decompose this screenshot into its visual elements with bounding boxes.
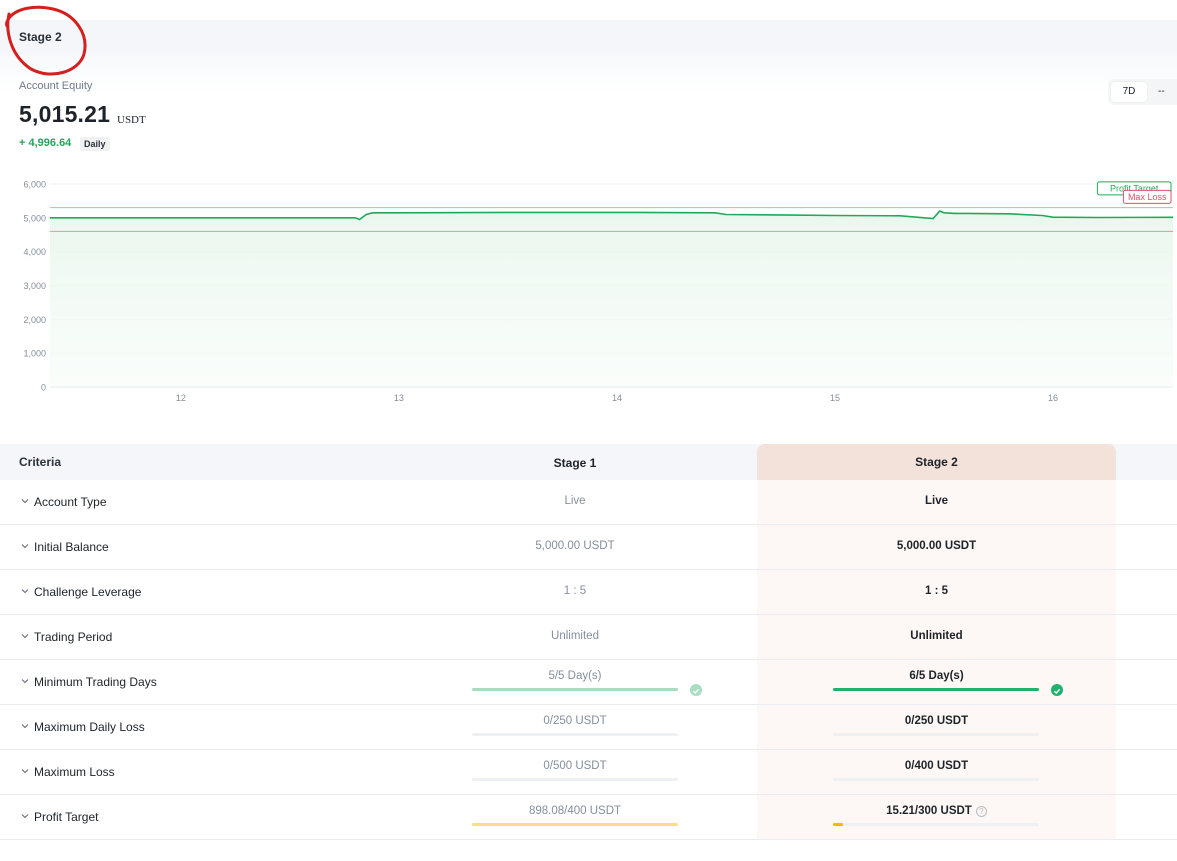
criteria-row[interactable]: Maximum Loss 0/500 USDT 0/400 USDT [0,750,1177,795]
stage-header-fade [0,54,1177,94]
check-icon [690,684,702,696]
criteria-label: Profit Target [34,810,99,824]
stage2-column-highlight [757,444,1116,839]
chevron-down-icon[interactable] [20,766,30,776]
y-tick-label: 0 [41,383,46,393]
stage2-value: 0/400 USDT [904,760,969,772]
stage1-value: 0/500 USDT [543,760,607,772]
stage2-value: 6/5 Day(s) [909,670,964,682]
stage1-progress-bar [472,823,678,826]
criteria-row[interactable]: Trading Period Unlimited Unlimited [0,615,1177,660]
stage1-header: Stage 1 [553,456,597,470]
max-loss-label-box [1122,189,1172,204]
stage2-progress-bar [833,688,1039,691]
criteria-row[interactable]: Account Type Live Live [0,480,1177,525]
chevron-down-icon[interactable] [20,586,30,596]
stage2-value: 5,000.00 USDT [896,540,977,552]
range-toggle: 7D -- [1108,79,1177,105]
x-tick-label: 16 [1048,393,1058,403]
stage2-progress-bar-fill [833,823,844,826]
criteria-label: Maximum Daily Loss [34,720,145,734]
criteria-label: Minimum Trading Days [34,675,157,689]
stage1-progress-bar [472,688,678,691]
equity-area [50,211,1173,387]
stage-header: Stage 2 [0,20,1177,54]
stage1-value: Unlimited [551,630,599,642]
x-tick-label: 13 [394,393,404,403]
criteria-row[interactable]: Profit Target 898.08/400 USDT 15.21/300 US… [0,795,1177,840]
stage1-progress-bar-fill [472,688,678,691]
equity-line [50,210,1174,221]
criteria-row[interactable]: Maximum Daily Loss 0/250 USDT 0/250 USDT [0,705,1177,750]
criteria-label: Trading Period [34,630,113,644]
range-other-button[interactable]: -- [1158,86,1165,97]
stage1-value: 898.08/400 USDT [528,805,622,817]
criteria-row[interactable]: Challenge Leverage 1 : 5 1 : 5 [0,570,1177,615]
red-circle-annotation [5,5,87,76]
max-loss-label: Max Loss [1128,192,1167,202]
check-icon [1051,684,1063,696]
y-tick-label: 5,000 [23,213,46,223]
stage2-value: 15.21/300 USDT? [757,805,1116,817]
stage-title: Stage 2 [19,30,62,44]
criteria-label: Challenge Leverage [34,585,142,599]
stage1-progress-bar-fill [472,823,678,826]
chevron-down-icon[interactable] [20,811,30,821]
stage2-value: Live [924,495,948,507]
stage2-progress-bar [833,778,1039,781]
criteria-label: Account Type [34,495,107,509]
stage1-value: 1 : 5 [563,585,587,597]
x-tick-label: 12 [176,393,186,403]
chevron-down-icon[interactable] [20,676,30,686]
profit-target-label: Profit Target [1110,183,1159,193]
stage2-value: Unlimited [910,630,963,642]
criteria-table-header-overlay: Stage 2 [0,444,1177,480]
account-equity-label: Account Equity [19,80,93,92]
criteria-header: Criteria [19,455,62,469]
question-circle-icon[interactable]: ? [975,806,987,817]
chevron-down-icon[interactable] [20,721,30,731]
equity-chart: 6,000 5,000 4,000 3,000 2,000 1,000 0 Profit Ta… [23,180,1174,403]
y-tick-label: 6,000 [23,180,46,190]
y-tick-label: 3,000 [23,281,46,291]
account-equity-unit: USDT [117,114,146,126]
stage2-value: 0/250 USDT [904,715,969,727]
chevron-down-icon[interactable] [20,631,30,641]
range-7d-button[interactable]: 7D [1111,82,1147,102]
stage1-progress-bar [472,778,678,781]
x-tick-label: 15 [830,393,840,403]
daily-badge: Daily [80,137,110,151]
stage1-value: Live [564,495,586,507]
stage2-value: 1 : 5 [924,585,948,597]
y-tick-label: 1,000 [23,349,46,359]
stage1-value: 5/5 Day(s) [548,670,602,682]
stage2-header: Stage 2 [915,455,958,469]
criteria-row[interactable]: Minimum Trading Days 5/5 Day(s) 6/5 Day(s) [0,660,1177,705]
stage2-progress-bar [833,823,1039,826]
criteria-label: Initial Balance [34,540,109,554]
stage1-progress-bar [472,733,678,736]
chevron-down-icon[interactable] [20,496,30,506]
criteria-row[interactable]: Initial Balance 5,000.00 USDT 5,000.00 USD… [0,525,1177,570]
x-tick-label: 14 [612,393,622,403]
stage2-header-highlight [757,444,1116,480]
y-tick-label: 2,000 [23,315,46,325]
stage2-progress-bar [833,733,1039,736]
stage1-value: 0/250 USDT [543,715,607,727]
stage1-value: 5,000.00 USDT [535,540,615,552]
criteria-label: Maximum Loss [34,765,115,779]
stage2-progress-bar-fill [833,688,1039,691]
account-equity-value: 5,015.21 [19,101,111,127]
y-tick-label: 4,000 [23,247,46,257]
daily-change-value: + 4,996.64 [19,137,72,149]
chevron-down-icon[interactable] [20,541,30,551]
